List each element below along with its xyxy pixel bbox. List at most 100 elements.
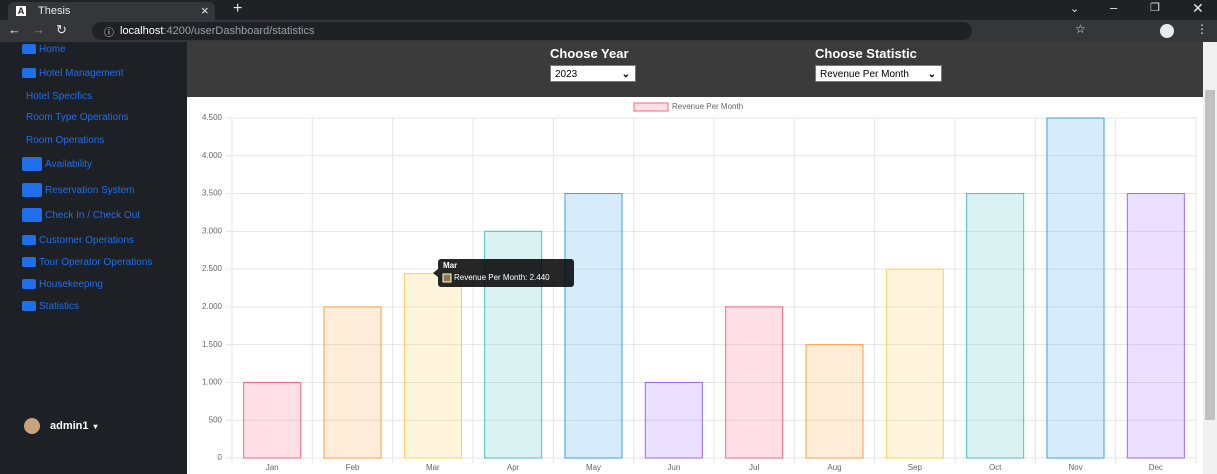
nav-item[interactable]: Reservation System <box>22 183 134 197</box>
x-tick-label: Oct <box>989 463 1002 472</box>
nav-item[interactable]: Hotel Management <box>22 66 124 80</box>
info-icon: ⓘ <box>104 28 114 39</box>
y-tick-label: 2.000 <box>202 302 223 311</box>
bar <box>323 306 382 459</box>
legend-label: Revenue Per Month <box>672 102 743 111</box>
chevron: ⌄ <box>927 69 936 80</box>
nav-item[interactable]: Customer Operations <box>22 233 134 247</box>
tab-close[interactable]: × <box>201 3 209 18</box>
nav-label: Reservation System <box>45 184 135 196</box>
address-bar: ← → ↻ ⓘ localhost:4200/userDashboard/sta… <box>0 20 1217 42</box>
nav-item[interactable]: Room Type Operations <box>26 110 129 124</box>
bar <box>403 273 462 459</box>
nav-icon <box>22 208 42 222</box>
bar <box>243 381 302 459</box>
x-tick-label: May <box>586 463 601 472</box>
x-tick-label: Sep <box>908 463 923 472</box>
nav-item[interactable]: Room Operations <box>26 133 104 147</box>
nav-label: Home <box>39 43 66 55</box>
bar <box>885 268 944 459</box>
tooltip-box <box>438 259 574 287</box>
user-name: admin1 <box>50 420 89 432</box>
tooltip-swatch <box>442 273 452 283</box>
nav-icon <box>22 44 36 54</box>
nav-item[interactable]: Statistics <box>22 299 79 313</box>
x-tick-label: Jun <box>667 463 680 472</box>
y-tick-label: 1.500 <box>202 340 223 349</box>
tab-search[interactable]: ⌄ <box>1070 3 1080 15</box>
scroll-thumb[interactable] <box>1205 90 1215 420</box>
bar <box>1046 117 1105 459</box>
chevron: ⌄ <box>621 69 630 80</box>
nav-label: Check In / Check Out <box>45 209 141 221</box>
y-tick-label: 0 <box>218 453 223 462</box>
url-field[interactable]: ⓘ localhost:4200/userDashboard/statistic… <box>92 22 972 40</box>
year-value: 2023 <box>555 69 578 80</box>
y-tick-label: 2.500 <box>202 264 223 273</box>
chart: 0 500 1.000 1.500 2.000 2.500 3.000 3.500 4.000 4… <box>187 97 1203 474</box>
forward[interactable]: → <box>32 22 45 37</box>
favicon: A <box>16 6 26 16</box>
nav-item[interactable]: Availability <box>22 157 92 171</box>
control-panel: Choose Year 2023 ⌄ Choose Statistic Reven… <box>187 42 1203 97</box>
x-tick-label: Dec <box>1149 463 1163 472</box>
x-tick-label: Nov <box>1068 463 1082 472</box>
y-tick-label: 1.000 <box>202 378 223 387</box>
caret: ▾ <box>93 421 98 431</box>
bar <box>805 344 864 459</box>
url-path: :4200/userDashboard/statistics <box>163 25 315 37</box>
bar <box>1126 193 1185 459</box>
scrollbar <box>1203 42 1217 474</box>
nav-item[interactable]: Check In / Check Out <box>22 208 140 222</box>
nav-item[interactable]: Tour Operator Operations <box>22 255 152 269</box>
nav-item[interactable]: Hotel Specifics <box>26 89 92 103</box>
back[interactable]: ← <box>8 22 21 37</box>
sidebar: Home Hotel Management Hotel Specifics Room … <box>0 42 187 474</box>
nav-icon <box>22 68 36 78</box>
x-tick-label: Jul <box>749 463 759 472</box>
tab-bar: A Thesis × + ⌄ – ❐ ✕ <box>0 0 1217 20</box>
restore[interactable]: ❐ <box>1150 2 1160 14</box>
y-tick-label: 3.000 <box>202 226 223 235</box>
x-tick-label: Feb <box>346 463 360 472</box>
nav-label: Housekeeping <box>39 278 103 290</box>
tab[interactable]: A Thesis × <box>8 2 215 20</box>
statistic-value: Revenue Per Month <box>820 69 909 80</box>
nav-item[interactable]: Home <box>22 42 66 56</box>
nav-label: Tour Operator Operations <box>39 256 153 268</box>
nav-icon <box>22 279 36 289</box>
x-tick-label: Jan <box>266 463 279 472</box>
url: localhost:4200/userDashboard/statistics <box>120 25 314 37</box>
minimize[interactable]: – <box>1110 0 1118 15</box>
nav-label: Statistics <box>39 300 80 312</box>
year-label: Choose Year <box>550 46 629 61</box>
nav-label: Room Operations <box>26 134 105 146</box>
close-window[interactable]: ✕ <box>1192 0 1204 16</box>
user-menu[interactable]: admin1 ▾ <box>24 418 98 434</box>
nav-icon <box>22 257 36 267</box>
reload[interactable]: ↻ <box>56 22 67 37</box>
nav-label: Customer Operations <box>39 234 135 246</box>
y-tick-label: 4.500 <box>202 113 223 122</box>
bar <box>966 193 1025 459</box>
bookmark[interactable]: ☆ <box>1075 22 1086 36</box>
nav-label: Availability <box>45 158 93 170</box>
tooltip-arrow <box>433 269 438 277</box>
nav-item[interactable]: Housekeeping <box>22 277 103 291</box>
url-host: localhost <box>120 25 164 37</box>
year-select[interactable]: 2023 ⌄ <box>550 65 636 82</box>
menu[interactable]: ⋮ <box>1196 22 1208 36</box>
y-tick-label: 3.500 <box>202 189 223 198</box>
bar <box>644 381 703 459</box>
tooltip-title: Mar <box>443 261 457 270</box>
nav-icon <box>22 301 36 311</box>
statistic-select[interactable]: Revenue Per Month ⌄ <box>815 65 942 82</box>
x-tick-label: Apr <box>507 463 520 472</box>
new-tab[interactable]: + <box>233 0 243 17</box>
chart-background <box>187 97 1203 474</box>
nav-icon <box>22 157 42 171</box>
nav-label: Room Type Operations <box>26 111 129 123</box>
nav-icon <box>22 183 42 197</box>
profile[interactable] <box>1160 24 1174 38</box>
